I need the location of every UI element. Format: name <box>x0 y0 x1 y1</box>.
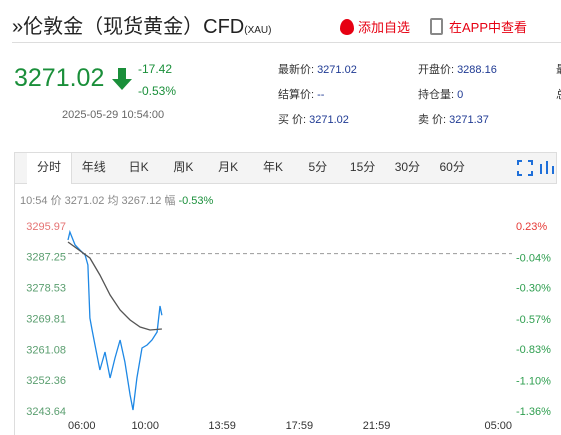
open-app[interactable]: 在APP中查看 <box>430 17 527 36</box>
field-label: 买 价: <box>278 114 307 126</box>
field: 结算价: -- <box>278 85 324 103</box>
field-label: 最 <box>556 64 561 76</box>
y-tick-label: 3261.08 <box>26 344 66 356</box>
y-tick-label: 3243.64 <box>26 406 66 418</box>
x-tick-label: 10:00 <box>131 420 159 432</box>
change-pct: -0.53% <box>138 84 177 98</box>
y2-tick-label: -0.83% <box>516 344 551 356</box>
field-label: 总 <box>556 89 561 101</box>
field-value: 3271.02 <box>309 114 349 126</box>
x-tick-label: 06:00 <box>68 420 96 432</box>
x-tick-label: 21:59 <box>363 420 391 432</box>
y2-tick-label: -0.04% <box>516 252 551 264</box>
price-line <box>67 229 163 411</box>
divider <box>12 42 561 43</box>
tab[interactable]: 日K <box>128 160 149 174</box>
x-tick-label: 05:00 <box>484 420 512 432</box>
tab[interactable]: 5分 <box>308 160 328 174</box>
y-tick-label: 3295.97 <box>26 221 66 233</box>
tool-icons[interactable] <box>517 160 555 176</box>
field: 卖 价: 3271.37 <box>418 110 489 128</box>
title: »伦敦金（现货黄金）CFD(XAU) <box>12 10 271 39</box>
tab[interactable]: 月K <box>218 160 239 174</box>
tab-bar: 分时 年线 日K 周K 月K 年K 5分 15分 30分 60分 <box>14 152 557 184</box>
field: 开盘价: 3288.16 <box>418 60 497 78</box>
field-value: 3288.16 <box>457 64 497 76</box>
add-watch[interactable]: 添加自选 <box>340 17 410 36</box>
field-label: 开盘价: <box>418 64 455 76</box>
y2-tick-label: -0.57% <box>516 314 551 326</box>
down-arrow <box>112 68 132 90</box>
tab[interactable]: 年K <box>262 160 283 174</box>
code: (XAU) <box>244 25 272 36</box>
tab[interactable]: 周K <box>173 160 194 174</box>
field: 最 <box>556 60 561 78</box>
tab[interactable]: 分时 <box>27 153 72 184</box>
title-text: »伦敦金（现货黄金）CFD <box>12 16 245 38</box>
field-value: -- <box>317 89 325 101</box>
tab[interactable]: 60分 <box>439 160 465 174</box>
tab[interactable]: 30分 <box>394 160 421 174</box>
open-app-text[interactable]: 在APP中查看 <box>449 20 528 35</box>
info-label: 价 <box>50 195 62 207</box>
price-line <box>67 241 162 331</box>
y2-tick-label: 0.23% <box>516 221 547 233</box>
info-label: 均 <box>107 195 119 207</box>
info-value: -0.53% <box>178 195 214 207</box>
field-value: 3271.02 <box>317 64 357 76</box>
quote-time: 2025-05-29 10:54:00 <box>62 109 165 121</box>
add-watch-text[interactable]: 添加自选 <box>358 20 411 35</box>
y-tick-label: 3287.25 <box>26 252 66 264</box>
field: 最新价: 3271.02 <box>278 60 357 78</box>
field-label: 最新价: <box>278 64 315 76</box>
info-line: 10:54 价 3271.02 均 3267.12 幅 -0.53% <box>20 192 213 208</box>
y2-tick-label: -0.30% <box>516 283 551 295</box>
y-tick-label: 3269.81 <box>26 313 66 325</box>
y2-tick-label: -1.36% <box>516 406 551 418</box>
field: 持仓量: 0 <box>418 85 463 103</box>
field-label: 卖 价: <box>418 114 447 126</box>
frame <box>14 183 15 435</box>
y2-tick-label: -1.10% <box>516 376 551 388</box>
y-tick-label: 3278.53 <box>26 283 66 295</box>
tab[interactable]: 年线 <box>81 160 106 174</box>
info-value: 3267.12 <box>121 195 162 207</box>
field: 总 <box>556 85 561 103</box>
field-value: 3271.37 <box>449 114 489 126</box>
info-label: 幅 <box>164 195 176 207</box>
field-label: 持仓量: <box>418 89 455 101</box>
tab[interactable]: 15分 <box>349 160 376 174</box>
info-value: 3271.02 <box>64 195 105 207</box>
info-time: 10:54 <box>20 195 48 207</box>
x-tick-label: 17:59 <box>286 420 314 432</box>
field: 买 价: 3271.02 <box>278 110 349 128</box>
price: 3271.02 <box>14 64 105 92</box>
x-tick-label: 13:59 <box>208 420 236 432</box>
change: -17.42 <box>138 62 173 76</box>
y-tick-label: 3252.36 <box>26 375 66 387</box>
field-value: 0 <box>457 89 464 101</box>
field-label: 结算价: <box>278 89 315 101</box>
